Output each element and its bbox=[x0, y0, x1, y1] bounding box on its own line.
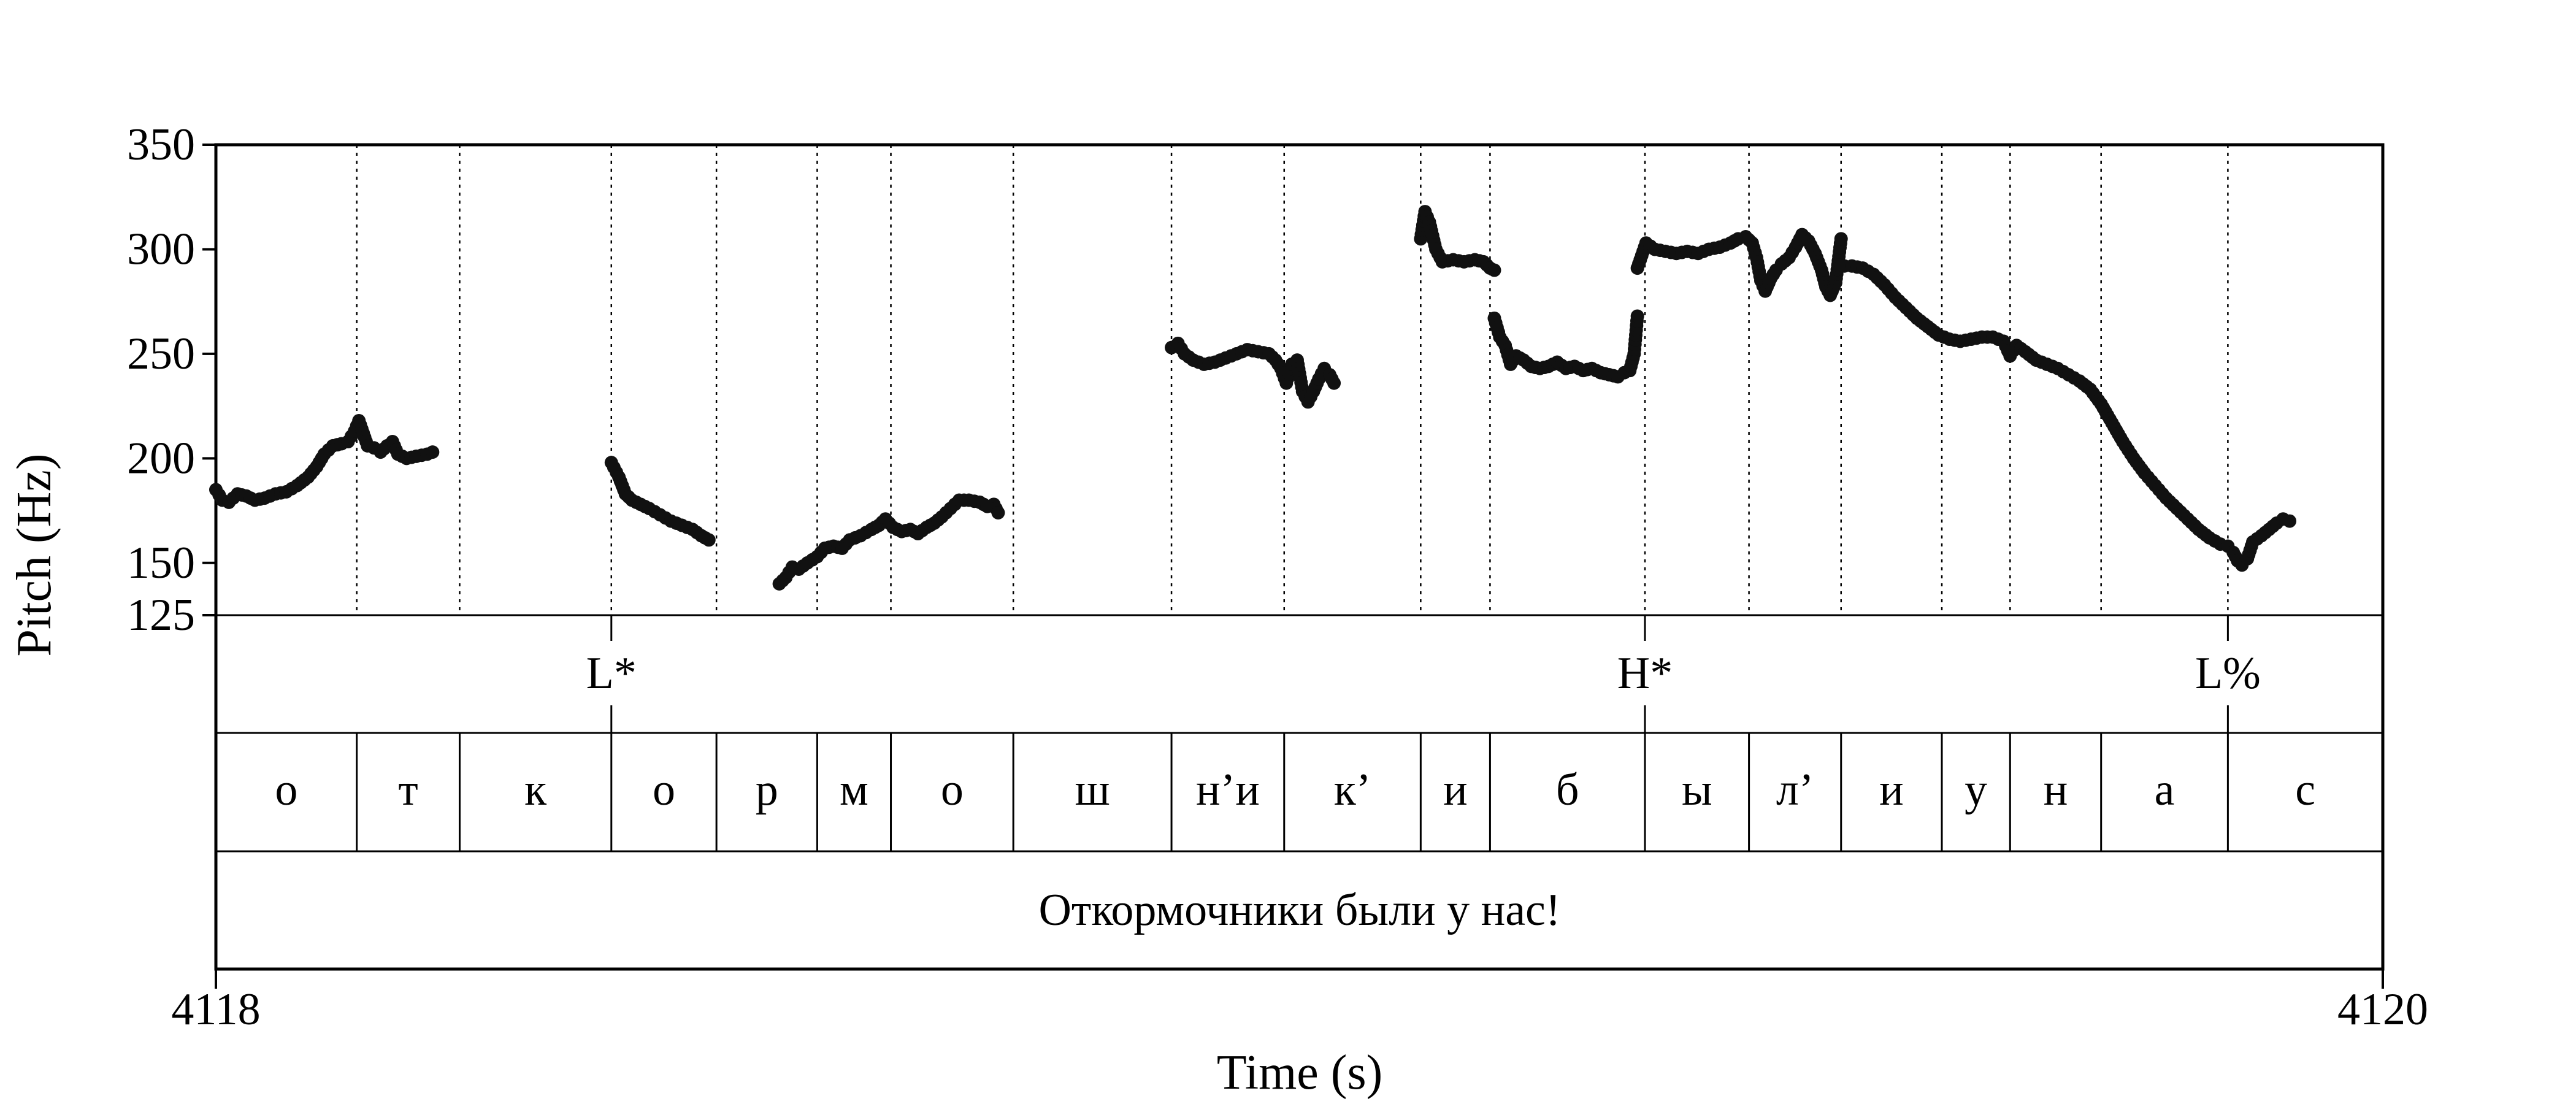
segment-label: а bbox=[2155, 765, 2175, 815]
y-tick-label-150: 150 bbox=[127, 538, 195, 588]
pitch-point bbox=[426, 445, 440, 459]
y-tick-label-350: 350 bbox=[127, 120, 195, 170]
pitch-plot-frame bbox=[214, 143, 2385, 989]
segment-label: о bbox=[941, 765, 964, 815]
pitch-point bbox=[991, 505, 1005, 519]
segment-label: н’и bbox=[1196, 765, 1260, 815]
pitch-point bbox=[1630, 309, 1644, 323]
segment-label: о bbox=[275, 765, 297, 815]
segment-label: л’ bbox=[1776, 765, 1814, 815]
segment-label: к bbox=[524, 765, 547, 815]
x-tick-label-start: 4118 bbox=[171, 984, 260, 1035]
segment-label: о bbox=[653, 765, 675, 815]
tone-label: L* bbox=[586, 648, 637, 699]
chart-border bbox=[214, 143, 2385, 971]
segment-label: б bbox=[1556, 765, 1579, 815]
y-tick-label-200: 200 bbox=[127, 433, 195, 483]
pitch-points bbox=[209, 205, 2297, 591]
segment-label: и bbox=[1443, 765, 1468, 815]
pitch-point bbox=[1487, 263, 1501, 277]
segment-label: ы bbox=[1682, 765, 1712, 815]
segment-label: к’ bbox=[1334, 765, 1371, 815]
tone-label: L% bbox=[2195, 648, 2261, 699]
x-axis-label: Time (s) bbox=[1217, 1046, 1382, 1100]
pitch-point bbox=[702, 533, 716, 547]
pitch-point bbox=[1327, 376, 1341, 390]
annotation-tiers bbox=[356, 615, 2229, 851]
y-tick-label-125: 125 bbox=[127, 590, 195, 640]
segment-tier-labels: о т к о р м о ш н’и к’ и б ы л’ и у н а с bbox=[275, 765, 2315, 815]
segment-label: у bbox=[1965, 765, 1987, 815]
pitch-point bbox=[1834, 232, 1848, 246]
tone-label: H* bbox=[1617, 648, 1673, 699]
sentence-label: Откормочники были у нас! bbox=[1038, 885, 1560, 935]
segment-label: и bbox=[1879, 765, 1904, 815]
y-tick-label-300: 300 bbox=[127, 224, 195, 274]
segment-label: ш bbox=[1075, 765, 1110, 815]
y-tick-label-250: 250 bbox=[127, 329, 195, 379]
segment-label: т bbox=[398, 765, 418, 815]
segment-label: н bbox=[2044, 765, 2068, 815]
tone-tier-labels: L* H* L% bbox=[586, 648, 2261, 699]
segment-label: с bbox=[2295, 765, 2315, 815]
x-tick-label-end: 4120 bbox=[2337, 984, 2428, 1035]
segment-label: р bbox=[756, 765, 778, 815]
segment-boundary-lines bbox=[356, 145, 2229, 615]
y-axis-label: Pitch (Hz) bbox=[7, 453, 61, 656]
segment-label: м bbox=[840, 765, 868, 815]
pitch-point bbox=[2283, 514, 2297, 528]
